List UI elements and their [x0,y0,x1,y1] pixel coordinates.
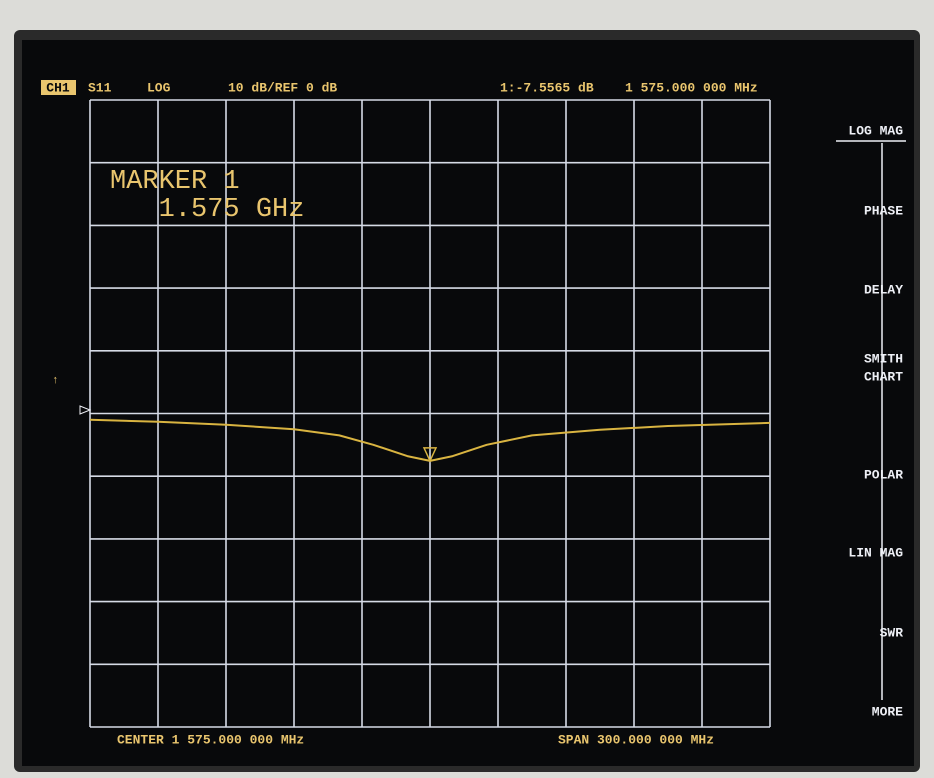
softkey[interactable]: CHART [864,369,903,384]
format: LOG [147,80,171,95]
channel: CH1 [46,80,70,95]
softkey[interactable]: MORE [872,704,903,719]
marker [422,447,438,463]
screen [22,40,914,766]
span: SPAN 300.000 000 MHz [558,732,714,747]
channel-box [41,80,76,95]
marker-readout: 1:-7.5565 dB [500,80,594,95]
center: CENTER 1 575.000 000 MHz [117,732,304,747]
softkey[interactable]: PHASE [864,203,903,218]
reference-arrow [79,405,92,415]
softkey[interactable]: LOG MAG [848,123,903,138]
marker-title: MARKER 1 [110,167,240,197]
scale-arrow: ↑ [52,375,59,387]
parameter: S11 [88,80,112,95]
softkey[interactable]: SWR [880,625,904,640]
softkey[interactable]: LIN MAG [848,545,903,560]
plot [89,99,771,728]
marker-frequency: 1 575.000 000 MHz [625,80,758,95]
marker-frequency-annotation: 1.575 GHz [110,195,304,225]
softkey[interactable]: SMITH [864,351,903,366]
softkey[interactable]: POLAR [864,467,903,482]
trace [89,418,771,462]
scale: 10 dB/REF 0 dB [228,80,337,95]
softkey[interactable]: DELAY [864,282,903,297]
